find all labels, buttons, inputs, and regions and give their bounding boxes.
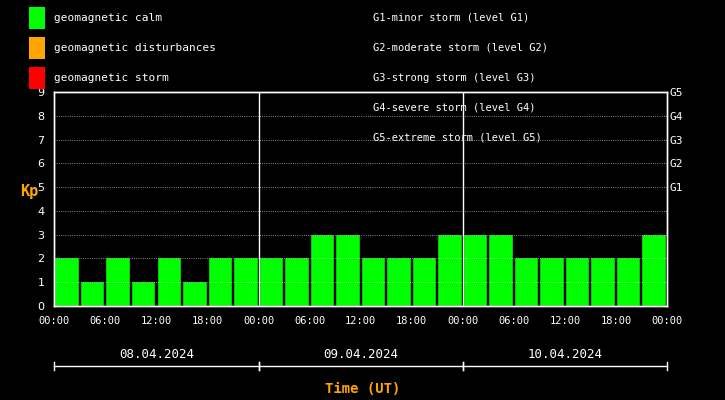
Text: G4-severe storm (level G4): G4-severe storm (level G4)	[373, 103, 536, 113]
Text: 08.04.2024: 08.04.2024	[119, 348, 194, 360]
Bar	[336, 235, 360, 306]
Bar	[387, 258, 411, 306]
Text: G2-moderate storm (level G2): G2-moderate storm (level G2)	[373, 43, 548, 53]
Bar	[515, 258, 539, 306]
Bar	[183, 282, 207, 306]
Text: 09.04.2024: 09.04.2024	[323, 348, 398, 360]
Bar	[310, 235, 334, 306]
Bar	[55, 258, 79, 306]
Text: geomagnetic calm: geomagnetic calm	[54, 13, 162, 23]
Bar	[413, 258, 436, 306]
Bar	[132, 282, 155, 306]
Bar	[234, 258, 257, 306]
Bar	[489, 235, 513, 306]
Bar	[260, 258, 283, 306]
Bar	[439, 235, 462, 306]
Bar	[362, 258, 385, 306]
Bar	[592, 258, 615, 306]
Bar	[464, 235, 487, 306]
Text: geomagnetic storm: geomagnetic storm	[54, 73, 168, 83]
Bar	[566, 258, 589, 306]
Bar	[209, 258, 232, 306]
Bar	[81, 282, 104, 306]
Text: geomagnetic disturbances: geomagnetic disturbances	[54, 43, 215, 53]
Text: 10.04.2024: 10.04.2024	[527, 348, 602, 360]
Y-axis label: Kp: Kp	[20, 184, 38, 199]
Text: G5-extreme storm (level G5): G5-extreme storm (level G5)	[373, 133, 542, 143]
Bar	[107, 258, 130, 306]
Bar	[617, 258, 640, 306]
Text: Time (UT): Time (UT)	[325, 382, 400, 396]
Bar	[157, 258, 181, 306]
Bar	[285, 258, 309, 306]
Text: G3-strong storm (level G3): G3-strong storm (level G3)	[373, 73, 536, 83]
Text: G1-minor storm (level G1): G1-minor storm (level G1)	[373, 13, 530, 23]
Bar	[540, 258, 564, 306]
Bar	[642, 235, 666, 306]
